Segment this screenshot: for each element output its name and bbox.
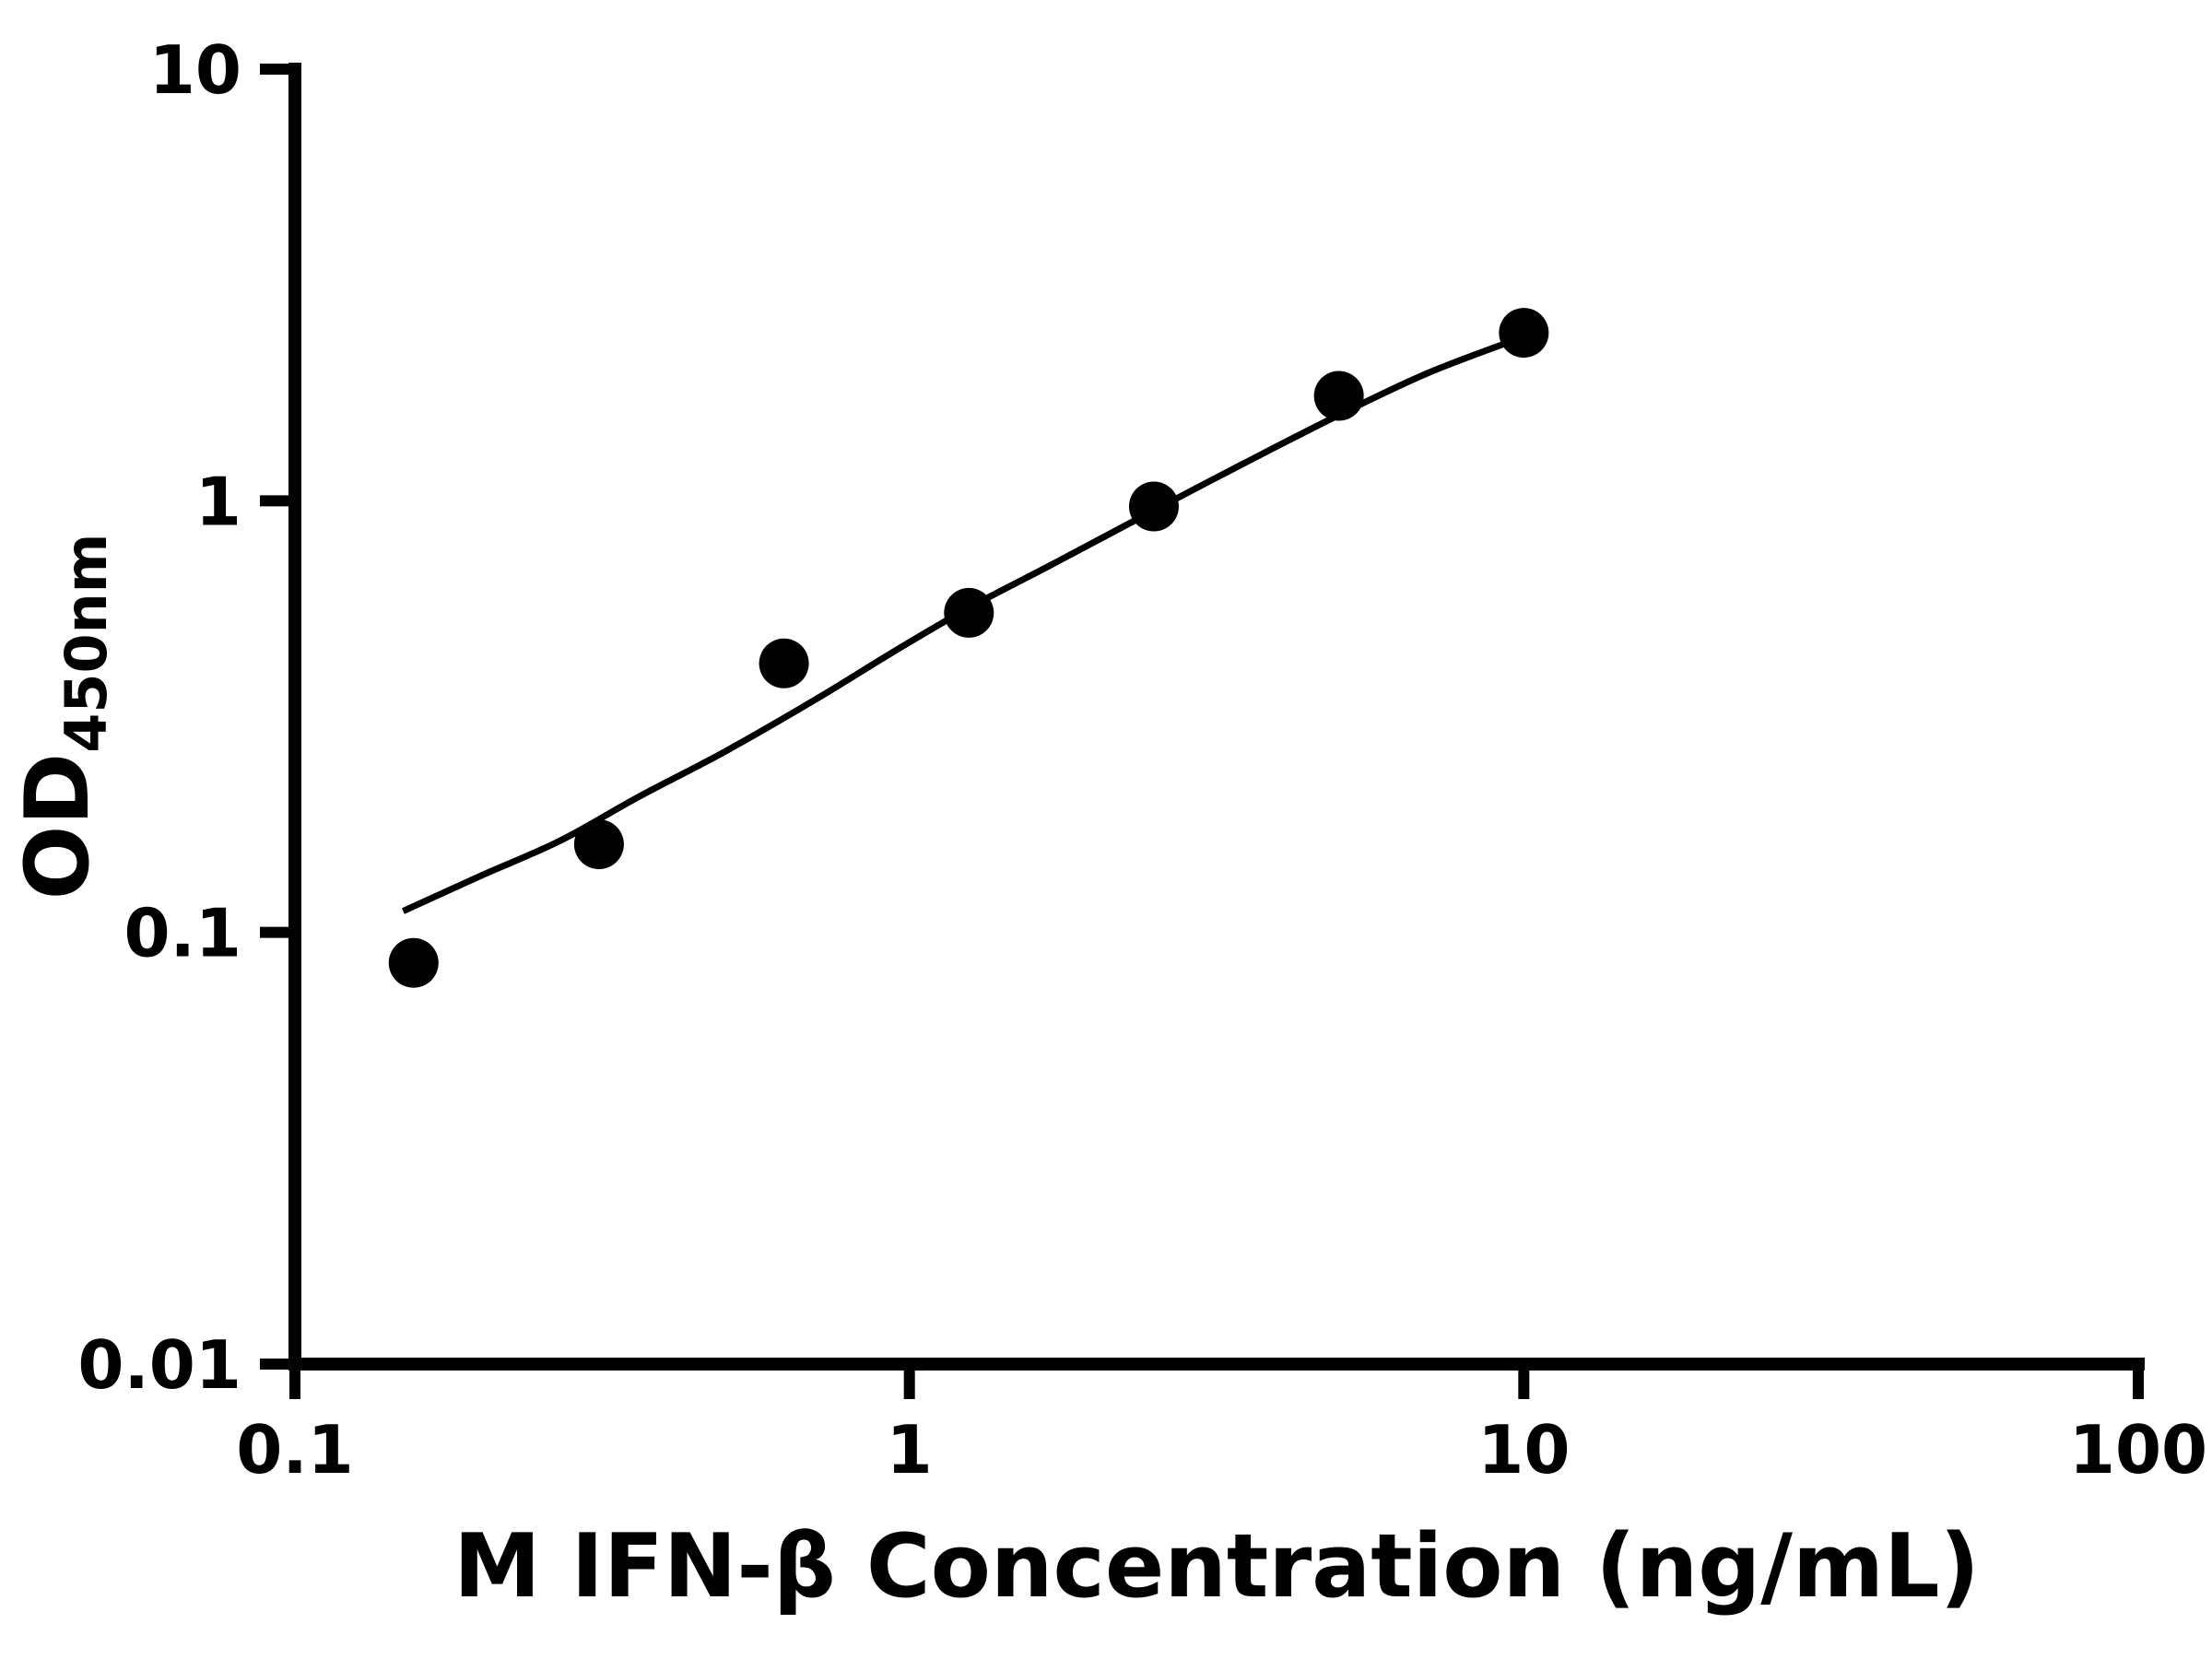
- y-tick-label: 0.01: [77, 1326, 241, 1404]
- data-points: [388, 308, 1549, 988]
- data-point: [388, 937, 439, 988]
- data-point: [944, 587, 994, 638]
- y-tick-label: 0.1: [124, 895, 241, 972]
- data-point: [1313, 371, 1364, 421]
- x-tick-label: 100: [2069, 1411, 2207, 1488]
- x-axis-ticks: 0.1 1 10 100: [236, 1364, 2207, 1488]
- data-point: [1128, 481, 1179, 532]
- y-axis-title-main: OD: [7, 753, 109, 900]
- data-point: [759, 638, 809, 688]
- y-axis-ticks: 0.01 0.1 1 10: [77, 31, 295, 1404]
- y-axis-title: OD450nm: [7, 534, 120, 900]
- data-point: [1499, 308, 1549, 359]
- x-tick-label: 1: [887, 1411, 933, 1488]
- y-tick-label: 1: [195, 463, 241, 540]
- y-axis-title-subscript: 450nm: [53, 534, 120, 753]
- x-axis-title: M IFN-β Concentration (ng/mL): [453, 1516, 1980, 1618]
- x-tick-label: 10: [1477, 1411, 1570, 1488]
- x-tick-label: 0.1: [236, 1411, 354, 1488]
- y-tick-label: 10: [149, 31, 241, 109]
- data-point: [573, 819, 624, 870]
